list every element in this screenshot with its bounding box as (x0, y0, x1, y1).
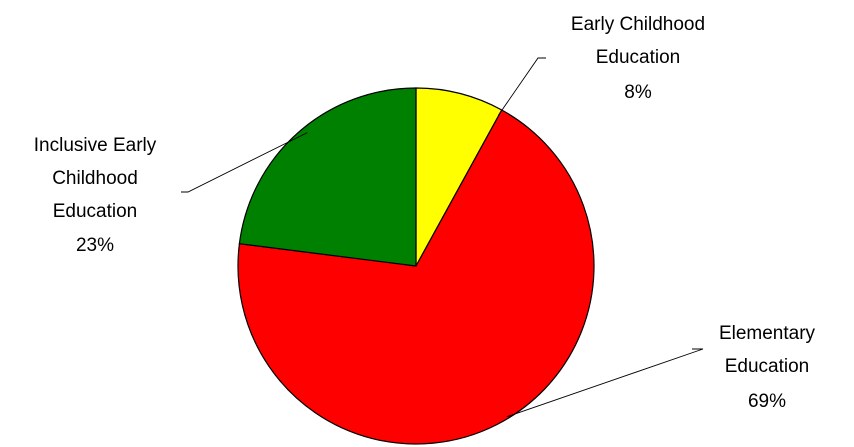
label-early-childhood-percent: 8% (624, 82, 652, 103)
label-inclusive: Inclusive Early Childhood Education 23% (34, 135, 157, 256)
label-inclusive-percent: 23% (76, 235, 114, 256)
label-elementary-line-2: Education (725, 356, 810, 377)
leader-early-childhood (498, 57, 546, 116)
label-inclusive-line-2: Childhood (52, 168, 138, 189)
label-elementary-line-1: Elementary (719, 323, 816, 344)
label-inclusive-line-3: Education (53, 201, 138, 222)
label-early-childhood-line-1: Early Childhood (571, 14, 705, 35)
label-early-childhood: Early Childhood Education 8% (571, 14, 705, 103)
leader-lines (181, 57, 704, 418)
leader-inclusive (181, 132, 308, 193)
slice-elementary (237, 109, 595, 445)
leader-elementary (506, 348, 704, 418)
slice-early-childhood (415, 87, 503, 267)
slice-inclusive (238, 87, 417, 267)
label-elementary: Elementary Education 69% (719, 323, 816, 412)
label-early-childhood-line-2: Education (596, 47, 681, 68)
label-elementary-percent: 69% (748, 391, 786, 412)
pie-slices (237, 87, 595, 445)
label-inclusive-line-1: Inclusive Early (34, 135, 157, 156)
